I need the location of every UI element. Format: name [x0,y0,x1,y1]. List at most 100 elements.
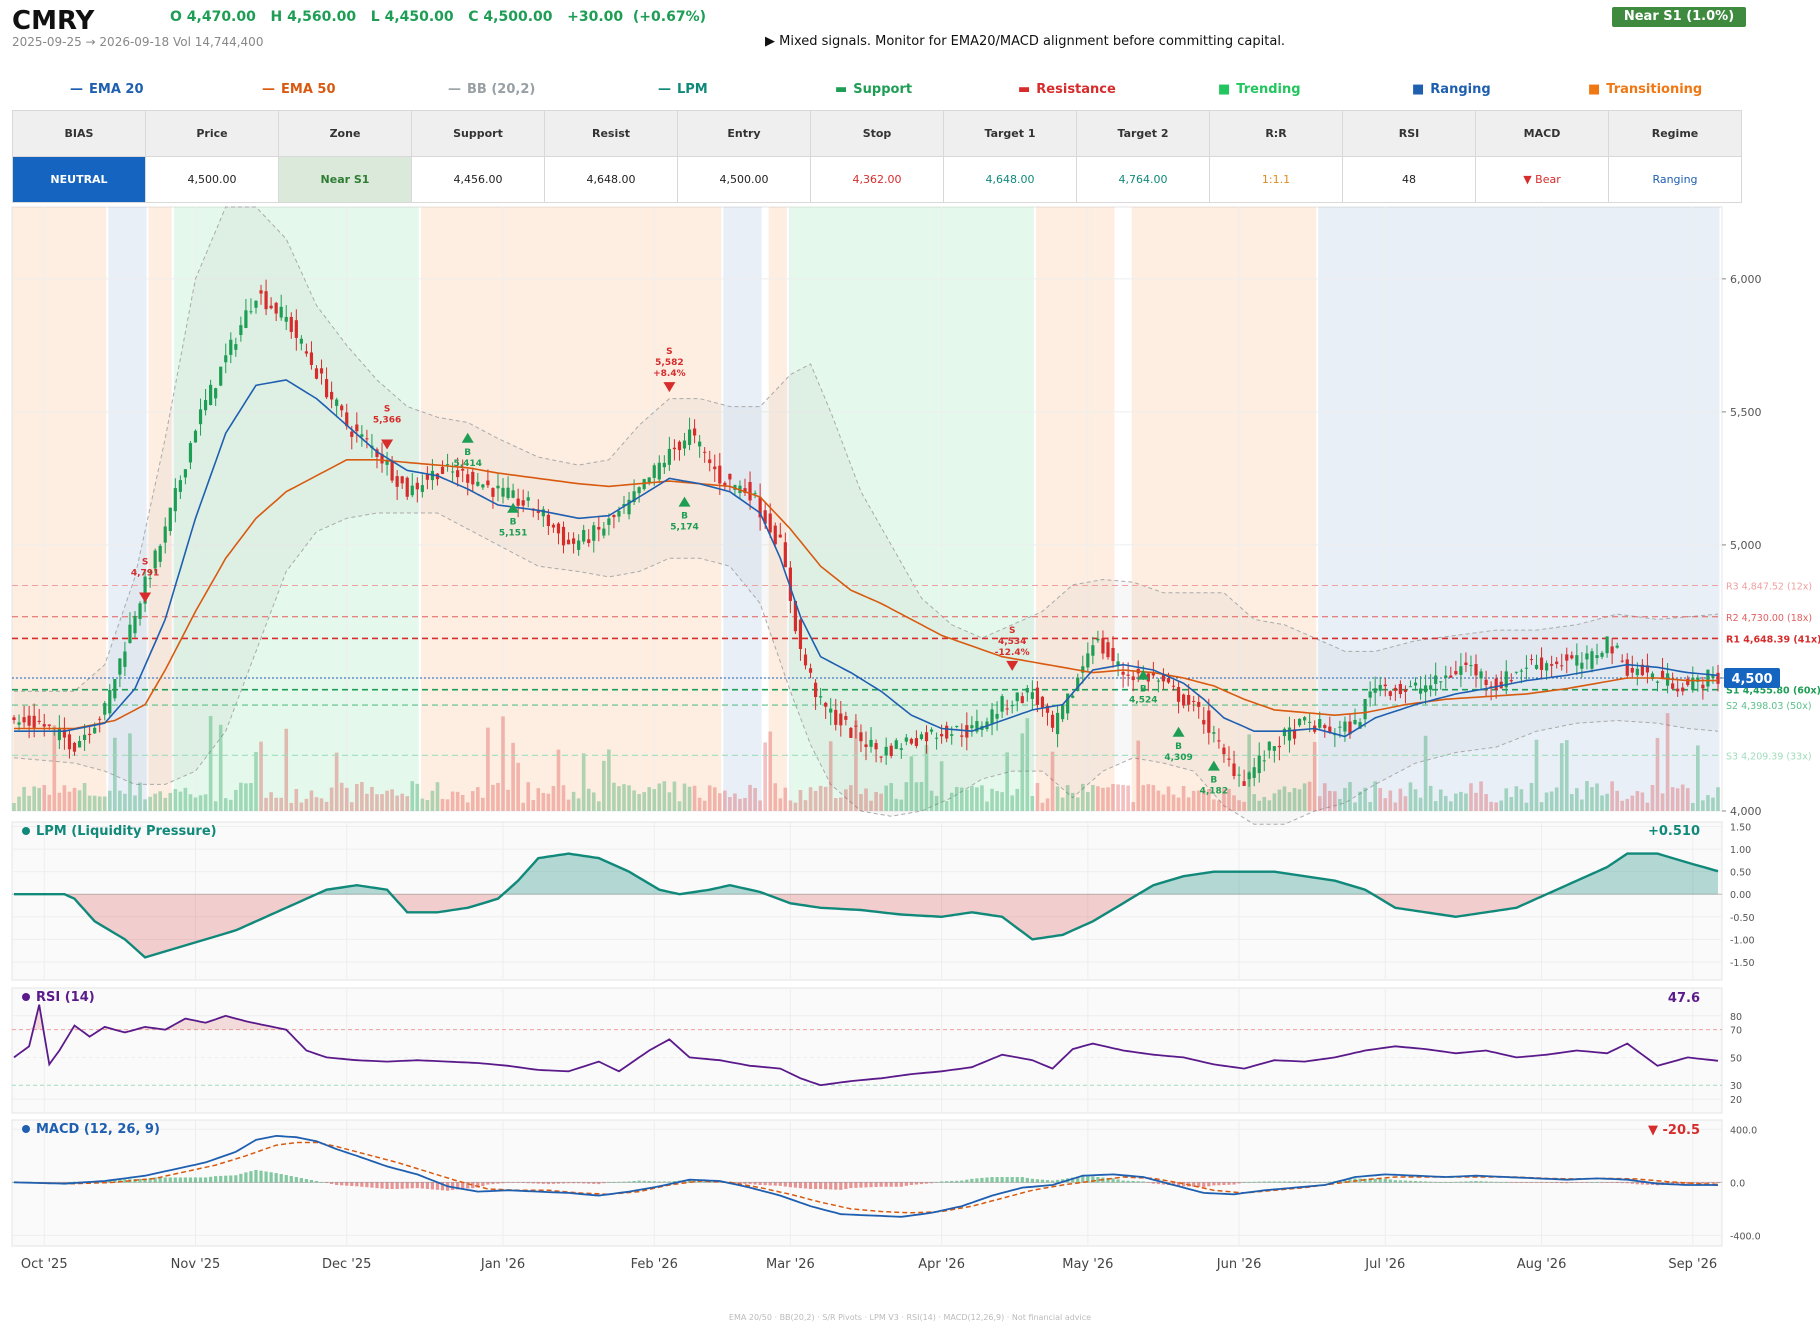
macd-histogram-bar [1297,1181,1302,1183]
volume-bar [269,792,273,811]
macd-histogram-bar [587,1182,591,1184]
macd-histogram-bar [1580,1182,1584,1183]
legend-item-bb-20-2-[interactable]: — BB (20,2) [448,82,535,97]
candle-body [1625,659,1629,676]
legend-item-transitioning[interactable]: ■ Transitioning [1588,82,1702,97]
candle-body [1671,683,1675,689]
volume-bar [1166,786,1171,811]
date-range-volume: 2025-09-25 → 2026-09-18 Vol 14,744,400 [12,35,264,49]
volume-bar [430,790,435,811]
volume-bar [349,802,354,811]
volume-bar [1080,783,1085,811]
macd-histogram-bar [778,1182,782,1186]
candle-body [602,528,606,536]
volume-bar [1398,788,1403,811]
macd-histogram-bar [758,1182,762,1185]
legend-item-ema-20[interactable]: — EMA 20 [70,82,144,97]
candle-body [919,734,924,739]
legend-item-lpm[interactable]: — LPM [658,82,708,97]
macd-histogram-bar [1161,1182,1166,1185]
candle-body [975,721,979,732]
signal-price-label: 4,534 [998,637,1026,647]
volume-bar [682,783,687,811]
candle-body [239,325,243,336]
macd-histogram-bar [1449,1182,1453,1183]
candle-body [103,703,107,715]
volume-bar [531,800,536,811]
macd-histogram-bar [309,1180,314,1183]
legend-item-resistance[interactable]: ▬ Resistance [1018,82,1116,97]
candle-body [1242,781,1246,786]
volume-bar [203,794,208,811]
volume-bar [1504,788,1509,811]
macd-histogram-bar [1267,1181,1271,1183]
candle-body [607,518,611,525]
volume-bar [581,753,586,811]
macd-histogram-bar [1539,1182,1544,1183]
macd-histogram-bar [67,1182,72,1183]
lpm-value: +0.510 [1648,824,1700,839]
x-tick-label: May '26 [1062,1257,1113,1272]
macd-histogram-bar [803,1182,808,1189]
volume-bar [556,749,561,811]
volume-bar [168,792,173,811]
volume-bar [274,797,278,811]
volume-bar [289,802,294,811]
volume-bar [450,791,455,811]
macd-histogram-bar [829,1182,833,1190]
macd-histogram-bar [672,1181,677,1183]
volume-bar [1353,802,1357,811]
candle-body [1650,673,1655,680]
legend-item-ema-50[interactable]: — EMA 50 [262,82,336,97]
volume-bar [128,733,132,811]
macd-histogram-bar [1202,1182,1206,1188]
macd-histogram-bar [1560,1182,1564,1184]
signal-pct-label: +8.4% [653,369,686,379]
ema50-line [14,459,1718,730]
legend-item-support[interactable]: ▬ Support [835,82,912,97]
volume-bar [586,788,591,811]
candle-body [1000,696,1004,712]
volume-bar [808,787,813,811]
volume-bar [113,737,117,811]
summary-header-bias: BIAS [12,110,146,157]
candle-body [834,709,838,725]
macd-histogram-bar [294,1177,298,1183]
macd-histogram-bar [486,1182,490,1185]
volume-bar [259,741,263,811]
macd-histogram-bar [1308,1181,1312,1183]
macd-histogram-bar [824,1182,828,1190]
macd-histogram-bar [1313,1181,1317,1183]
x-tick-label: Nov '25 [171,1257,221,1272]
candle-body [934,737,939,739]
macd-histogram-bar [168,1177,172,1183]
candle-body [1071,695,1075,698]
candle-body [617,511,621,517]
candle-body [1408,686,1413,688]
volume-bar [1716,787,1720,811]
macd-histogram-bar [753,1182,757,1185]
summary-value-zone: Near S1 [278,156,412,203]
macd-histogram-bar [1040,1179,1045,1183]
summary-header-r-r: R:R [1209,110,1343,157]
candle-body [249,311,253,313]
macd-histogram-bar [894,1182,898,1187]
macd-histogram-bar [1000,1177,1004,1183]
macd-histogram-bar [995,1177,999,1183]
legend-item-ranging[interactable]: ■ Ranging [1412,82,1491,97]
volume-bar [854,720,858,811]
legend-item-trending[interactable]: ■ Trending [1218,82,1301,97]
candle-body [1252,767,1256,778]
candle-body [1474,664,1478,676]
candle-body [1282,728,1287,737]
signal-type-label: B [1140,685,1147,695]
candle-body [1378,684,1382,691]
candle-body [254,300,258,308]
summary-table: BIAS Price Zone Support Resist Entry Stop Targe… [12,110,1742,203]
ticker-symbol: CMRY [12,6,95,36]
volume-bar [717,793,722,811]
bb-lower-line [13,512,1719,825]
volume-bar [954,786,959,811]
macd-histogram-bar [990,1177,994,1183]
volume-bar [1620,800,1625,811]
